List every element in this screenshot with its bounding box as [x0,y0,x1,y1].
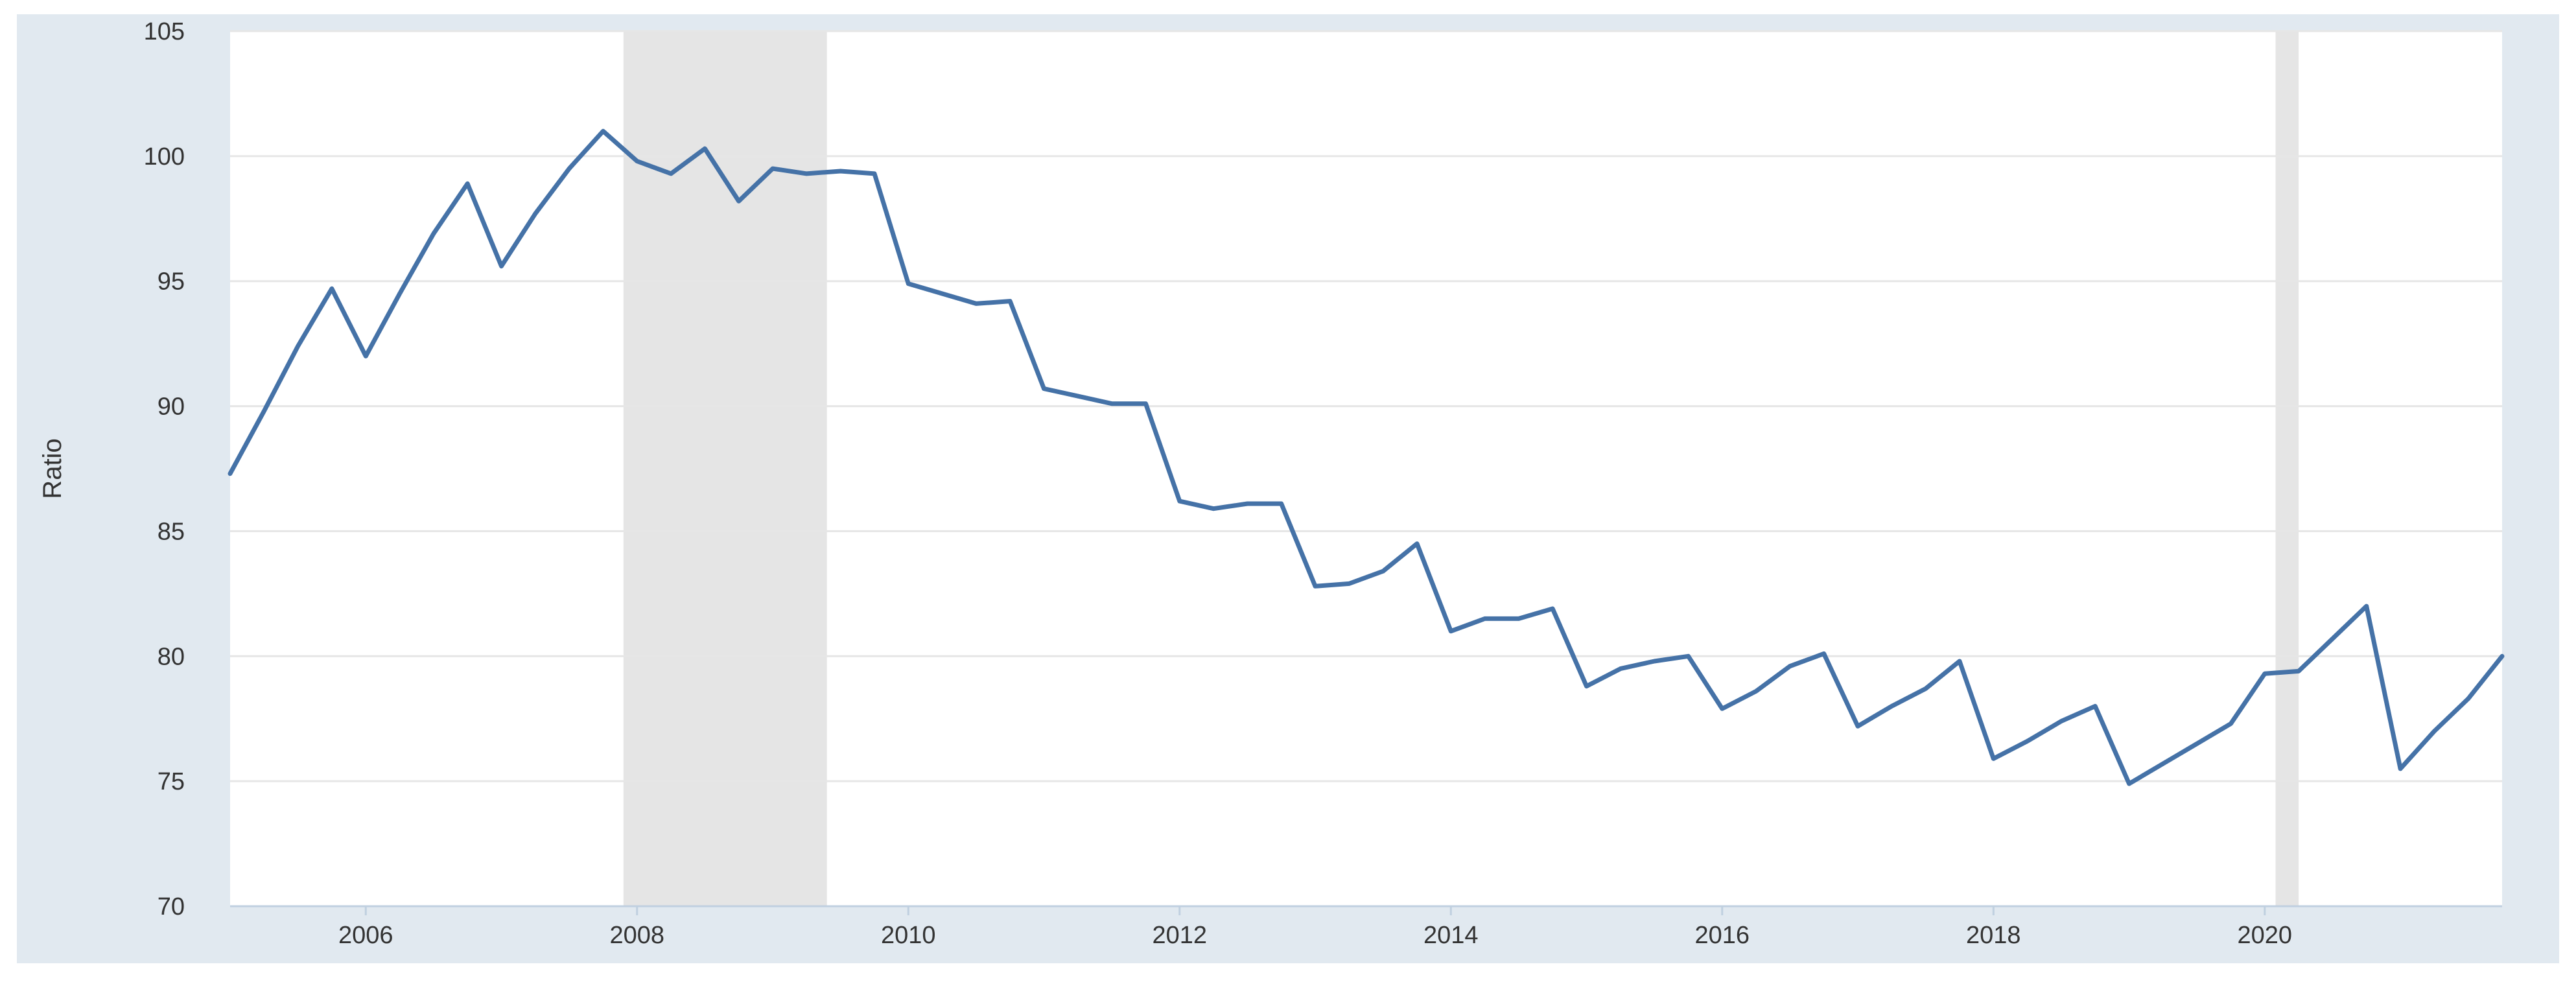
x-tick-label: 2012 [1153,922,1208,949]
x-axis-ticks: 2006 2008 2010 2012 2014 2016 2018 2020 [338,906,2292,949]
y-tick-label: 90 [158,393,185,421]
x-tick-label: 2016 [1695,922,1750,949]
y-tick-label: 80 [158,643,185,670]
series-layer [228,128,2505,786]
x-tick-label: 2020 [2238,922,2293,949]
y-axis-ticks: 70 75 80 85 90 95 100 105 [144,18,185,920]
x-tick-label: 2010 [881,922,936,949]
y-tick-label: 70 [158,893,185,920]
x-tick-label: 2018 [1966,922,2021,949]
y-axis-title: Ratio [38,438,67,498]
x-tick-label: 2014 [1423,922,1479,949]
y-tick-label: 85 [158,518,185,545]
recession-band [623,31,827,906]
x-tick-label: 2008 [609,922,664,949]
y-tick-label: 105 [144,18,185,45]
y-tick-label: 95 [158,268,185,296]
plot-area [230,31,2502,906]
gridlines [230,30,2502,782]
series-line [228,128,2505,786]
y-tick-label: 75 [158,768,185,795]
y-tick-label: 100 [144,143,185,170]
x-tick-label: 2006 [338,922,393,949]
recession-band [2275,31,2299,906]
